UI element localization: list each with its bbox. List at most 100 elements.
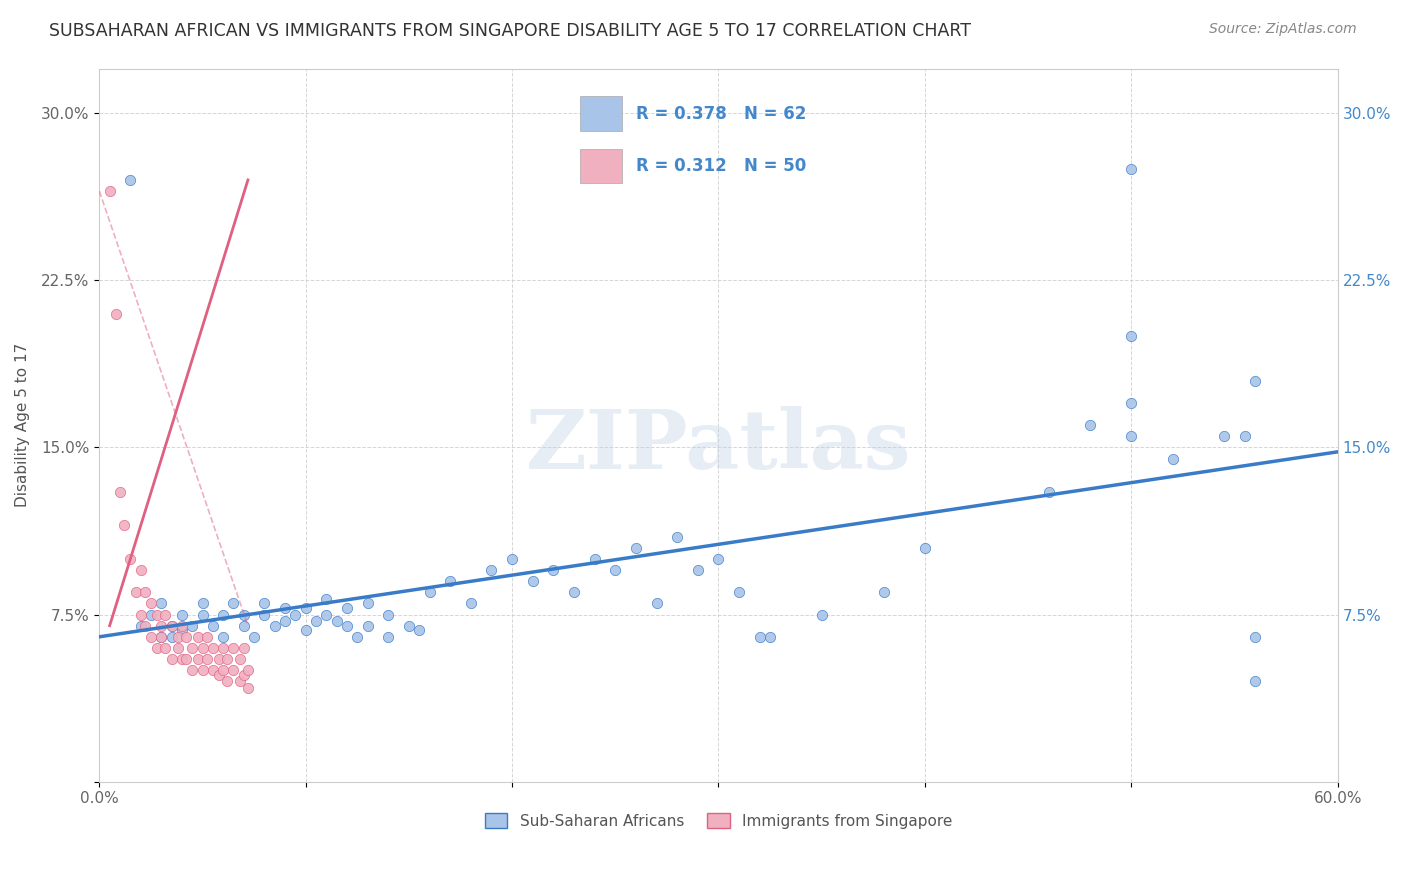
Point: [222, 596, 245, 610]
Point: [170, 623, 193, 637]
Point: [1121, 396, 1143, 410]
Point: [139, 596, 162, 610]
Point: [236, 681, 259, 695]
Point: [134, 585, 156, 599]
Point: [170, 607, 193, 622]
Point: [1244, 630, 1267, 644]
Point: [104, 307, 127, 321]
Point: [1078, 418, 1101, 433]
Legend: Sub-Saharan Africans, Immigrants from Singapore: Sub-Saharan Africans, Immigrants from Si…: [478, 806, 959, 835]
Point: [208, 652, 231, 666]
Point: [284, 607, 307, 622]
Point: [208, 667, 231, 681]
Point: [243, 630, 266, 644]
Point: [160, 618, 183, 632]
Point: [174, 630, 197, 644]
Point: [195, 652, 218, 666]
Point: [170, 618, 193, 632]
Point: [1213, 429, 1236, 443]
Point: [501, 551, 523, 566]
Text: SUBSAHARAN AFRICAN VS IMMIGRANTS FROM SINGAPORE DISABILITY AGE 5 TO 17 CORRELATI: SUBSAHARAN AFRICAN VS IMMIGRANTS FROM SI…: [49, 22, 972, 40]
Point: [377, 607, 399, 622]
Point: [160, 630, 183, 644]
Point: [543, 563, 565, 577]
Point: [1161, 451, 1184, 466]
Point: [150, 618, 173, 632]
Point: [914, 541, 936, 555]
Point: [1038, 485, 1060, 500]
Text: ZIPatlas: ZIPatlas: [526, 407, 911, 486]
Point: [253, 607, 276, 622]
Point: [166, 640, 188, 655]
Point: [274, 600, 297, 615]
Point: [810, 607, 832, 622]
Point: [686, 563, 709, 577]
Point: [195, 630, 218, 644]
Point: [170, 652, 193, 666]
Point: [1121, 329, 1143, 343]
Point: [191, 607, 214, 622]
Point: [134, 618, 156, 632]
Point: [346, 630, 368, 644]
Point: [108, 485, 131, 500]
Point: [419, 585, 441, 599]
Point: [212, 663, 235, 677]
Point: [217, 674, 239, 689]
Point: [191, 596, 214, 610]
Point: [305, 614, 328, 628]
Point: [125, 585, 148, 599]
Point: [181, 663, 204, 677]
Point: [201, 640, 224, 655]
Point: [129, 563, 152, 577]
Point: [759, 630, 782, 644]
Point: [872, 585, 894, 599]
Point: [201, 663, 224, 677]
Point: [377, 630, 399, 644]
Point: [1244, 374, 1267, 388]
Point: [150, 630, 173, 644]
Point: [120, 173, 142, 187]
Point: [212, 630, 235, 644]
Point: [232, 618, 254, 632]
Point: [212, 640, 235, 655]
Point: [707, 551, 730, 566]
Point: [228, 652, 250, 666]
Point: [181, 618, 204, 632]
Point: [460, 596, 482, 610]
Y-axis label: Disability Age 5 to 17: Disability Age 5 to 17: [15, 343, 30, 508]
Point: [1233, 429, 1256, 443]
Point: [1121, 161, 1143, 176]
Text: Source: ZipAtlas.com: Source: ZipAtlas.com: [1209, 22, 1357, 37]
Point: [1121, 429, 1143, 443]
Point: [222, 663, 245, 677]
Point: [728, 585, 751, 599]
Point: [150, 630, 173, 644]
Point: [315, 607, 337, 622]
Point: [294, 600, 316, 615]
Point: [212, 607, 235, 622]
Point: [624, 541, 647, 555]
Point: [160, 652, 183, 666]
Point: [232, 667, 254, 681]
Point: [232, 640, 254, 655]
Point: [583, 551, 606, 566]
Point: [228, 674, 250, 689]
Point: [139, 630, 162, 644]
Point: [274, 614, 297, 628]
Point: [201, 618, 224, 632]
Point: [129, 618, 152, 632]
Point: [481, 563, 503, 577]
Point: [129, 607, 152, 622]
Point: [120, 551, 142, 566]
Point: [315, 591, 337, 606]
Point: [356, 596, 378, 610]
Point: [522, 574, 544, 588]
Point: [191, 640, 214, 655]
Point: [336, 600, 359, 615]
Point: [562, 585, 585, 599]
Point: [155, 607, 177, 622]
Point: [356, 618, 378, 632]
Point: [325, 614, 347, 628]
Point: [187, 652, 209, 666]
Point: [217, 652, 239, 666]
